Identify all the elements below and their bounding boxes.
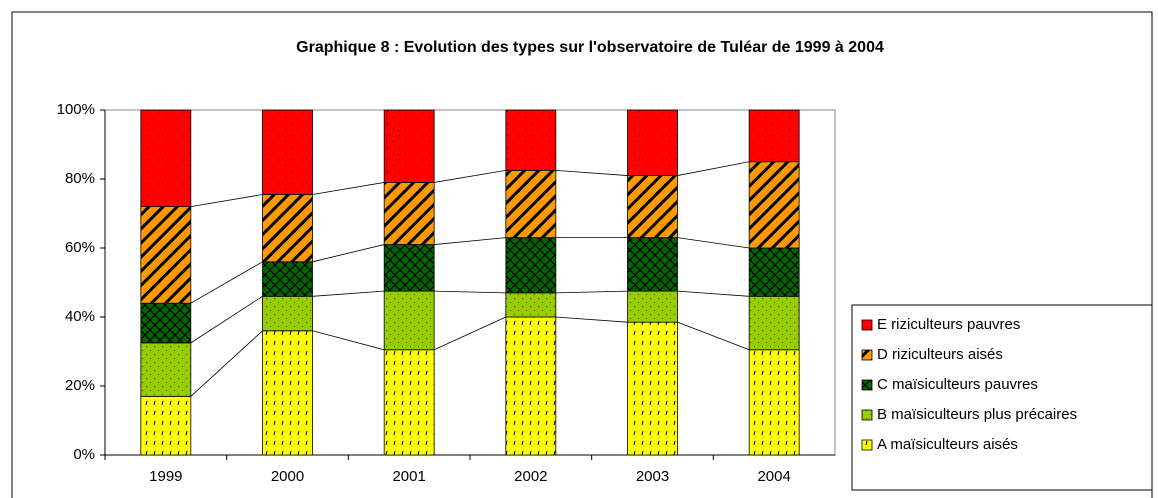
- bar-segment: [505, 109, 557, 171]
- legend-swatch: [861, 349, 873, 361]
- series-line: [555, 169, 628, 176]
- y-tick-label: 80%: [65, 170, 95, 187]
- bar-segment: [140, 395, 192, 456]
- bar-segment: [383, 109, 435, 183]
- series-line: [312, 182, 385, 195]
- bar-segment: [262, 330, 313, 456]
- series-line: [190, 295, 263, 344]
- y-tick-label: 100%: [57, 101, 95, 118]
- bar-segment: [627, 109, 678, 176]
- bar-segment: [383, 290, 435, 351]
- bar-segment: [383, 182, 435, 245]
- bar-segment: [505, 237, 557, 294]
- plot-area: [104, 109, 836, 456]
- series-line: [190, 330, 263, 397]
- series-line: [312, 244, 385, 263]
- legend-label: B maïsiculteurs plus précaires: [877, 406, 1077, 423]
- legend-label: E riziculteurs pauvres: [877, 316, 1020, 333]
- series-line: [434, 316, 506, 351]
- legend-swatch: [861, 319, 873, 331]
- legend-swatch: [861, 379, 873, 391]
- x-tick-label: 2000: [271, 468, 304, 485]
- x-tick-label: 2001: [392, 468, 425, 485]
- y-tick-label: 0%: [73, 446, 95, 463]
- bar-segment: [262, 295, 313, 332]
- bar-segment: [140, 109, 192, 207]
- bar-segment: [262, 194, 313, 263]
- chart-title: Graphique 8 : Evolution des types sur l'…: [296, 39, 884, 56]
- y-tick-label: 40%: [65, 308, 95, 325]
- series-line: [434, 169, 506, 183]
- x-tick-label: 2003: [636, 468, 669, 485]
- bar-segment: [140, 302, 192, 344]
- bar-segment: [383, 349, 435, 456]
- legend-label: A maïsiculteurs aisés: [877, 436, 1018, 453]
- series-line: [190, 261, 263, 304]
- bar-segment: [262, 261, 313, 297]
- x-tick-label: 2002: [514, 468, 547, 485]
- legend-label: D riziculteurs aisés: [877, 346, 1003, 363]
- bar-segment: [627, 175, 678, 239]
- bar-segment: [748, 349, 800, 456]
- bar-segment: [748, 247, 800, 297]
- x-tick-label: 1999: [149, 468, 182, 485]
- series-line: [434, 237, 506, 245]
- series-line: [312, 330, 385, 351]
- legend-label: C maïsiculteurs pauvres: [877, 376, 1038, 393]
- bar-segment: [140, 342, 192, 397]
- bar-segment: [748, 161, 800, 249]
- bar-segment: [383, 244, 435, 292]
- y-tick-label: 20%: [65, 377, 95, 394]
- bar-segment: [627, 237, 678, 292]
- bar-segment: [627, 321, 678, 456]
- series-line: [312, 290, 385, 297]
- series-line: [555, 316, 628, 323]
- bar-segment: [262, 109, 313, 195]
- series-line: [677, 161, 750, 176]
- legend-swatch: [861, 409, 873, 421]
- y-tick-label: 60%: [65, 239, 95, 256]
- bar-segment: [140, 206, 192, 304]
- legend-swatch: [861, 439, 873, 451]
- bar-segment: [505, 316, 557, 456]
- series-line: [434, 290, 506, 294]
- series-line: [677, 290, 750, 297]
- series-line: [677, 321, 750, 351]
- bar-segment: [748, 109, 800, 163]
- bar-segment: [627, 290, 678, 323]
- x-tick-label: 2004: [757, 468, 790, 485]
- series-line: [190, 194, 263, 207]
- series-line: [555, 290, 628, 294]
- bar-segment: [505, 292, 557, 318]
- legend: [851, 304, 1153, 491]
- bar-segment: [505, 169, 557, 239]
- series-line: [677, 237, 750, 249]
- bar-segment: [748, 295, 800, 351]
